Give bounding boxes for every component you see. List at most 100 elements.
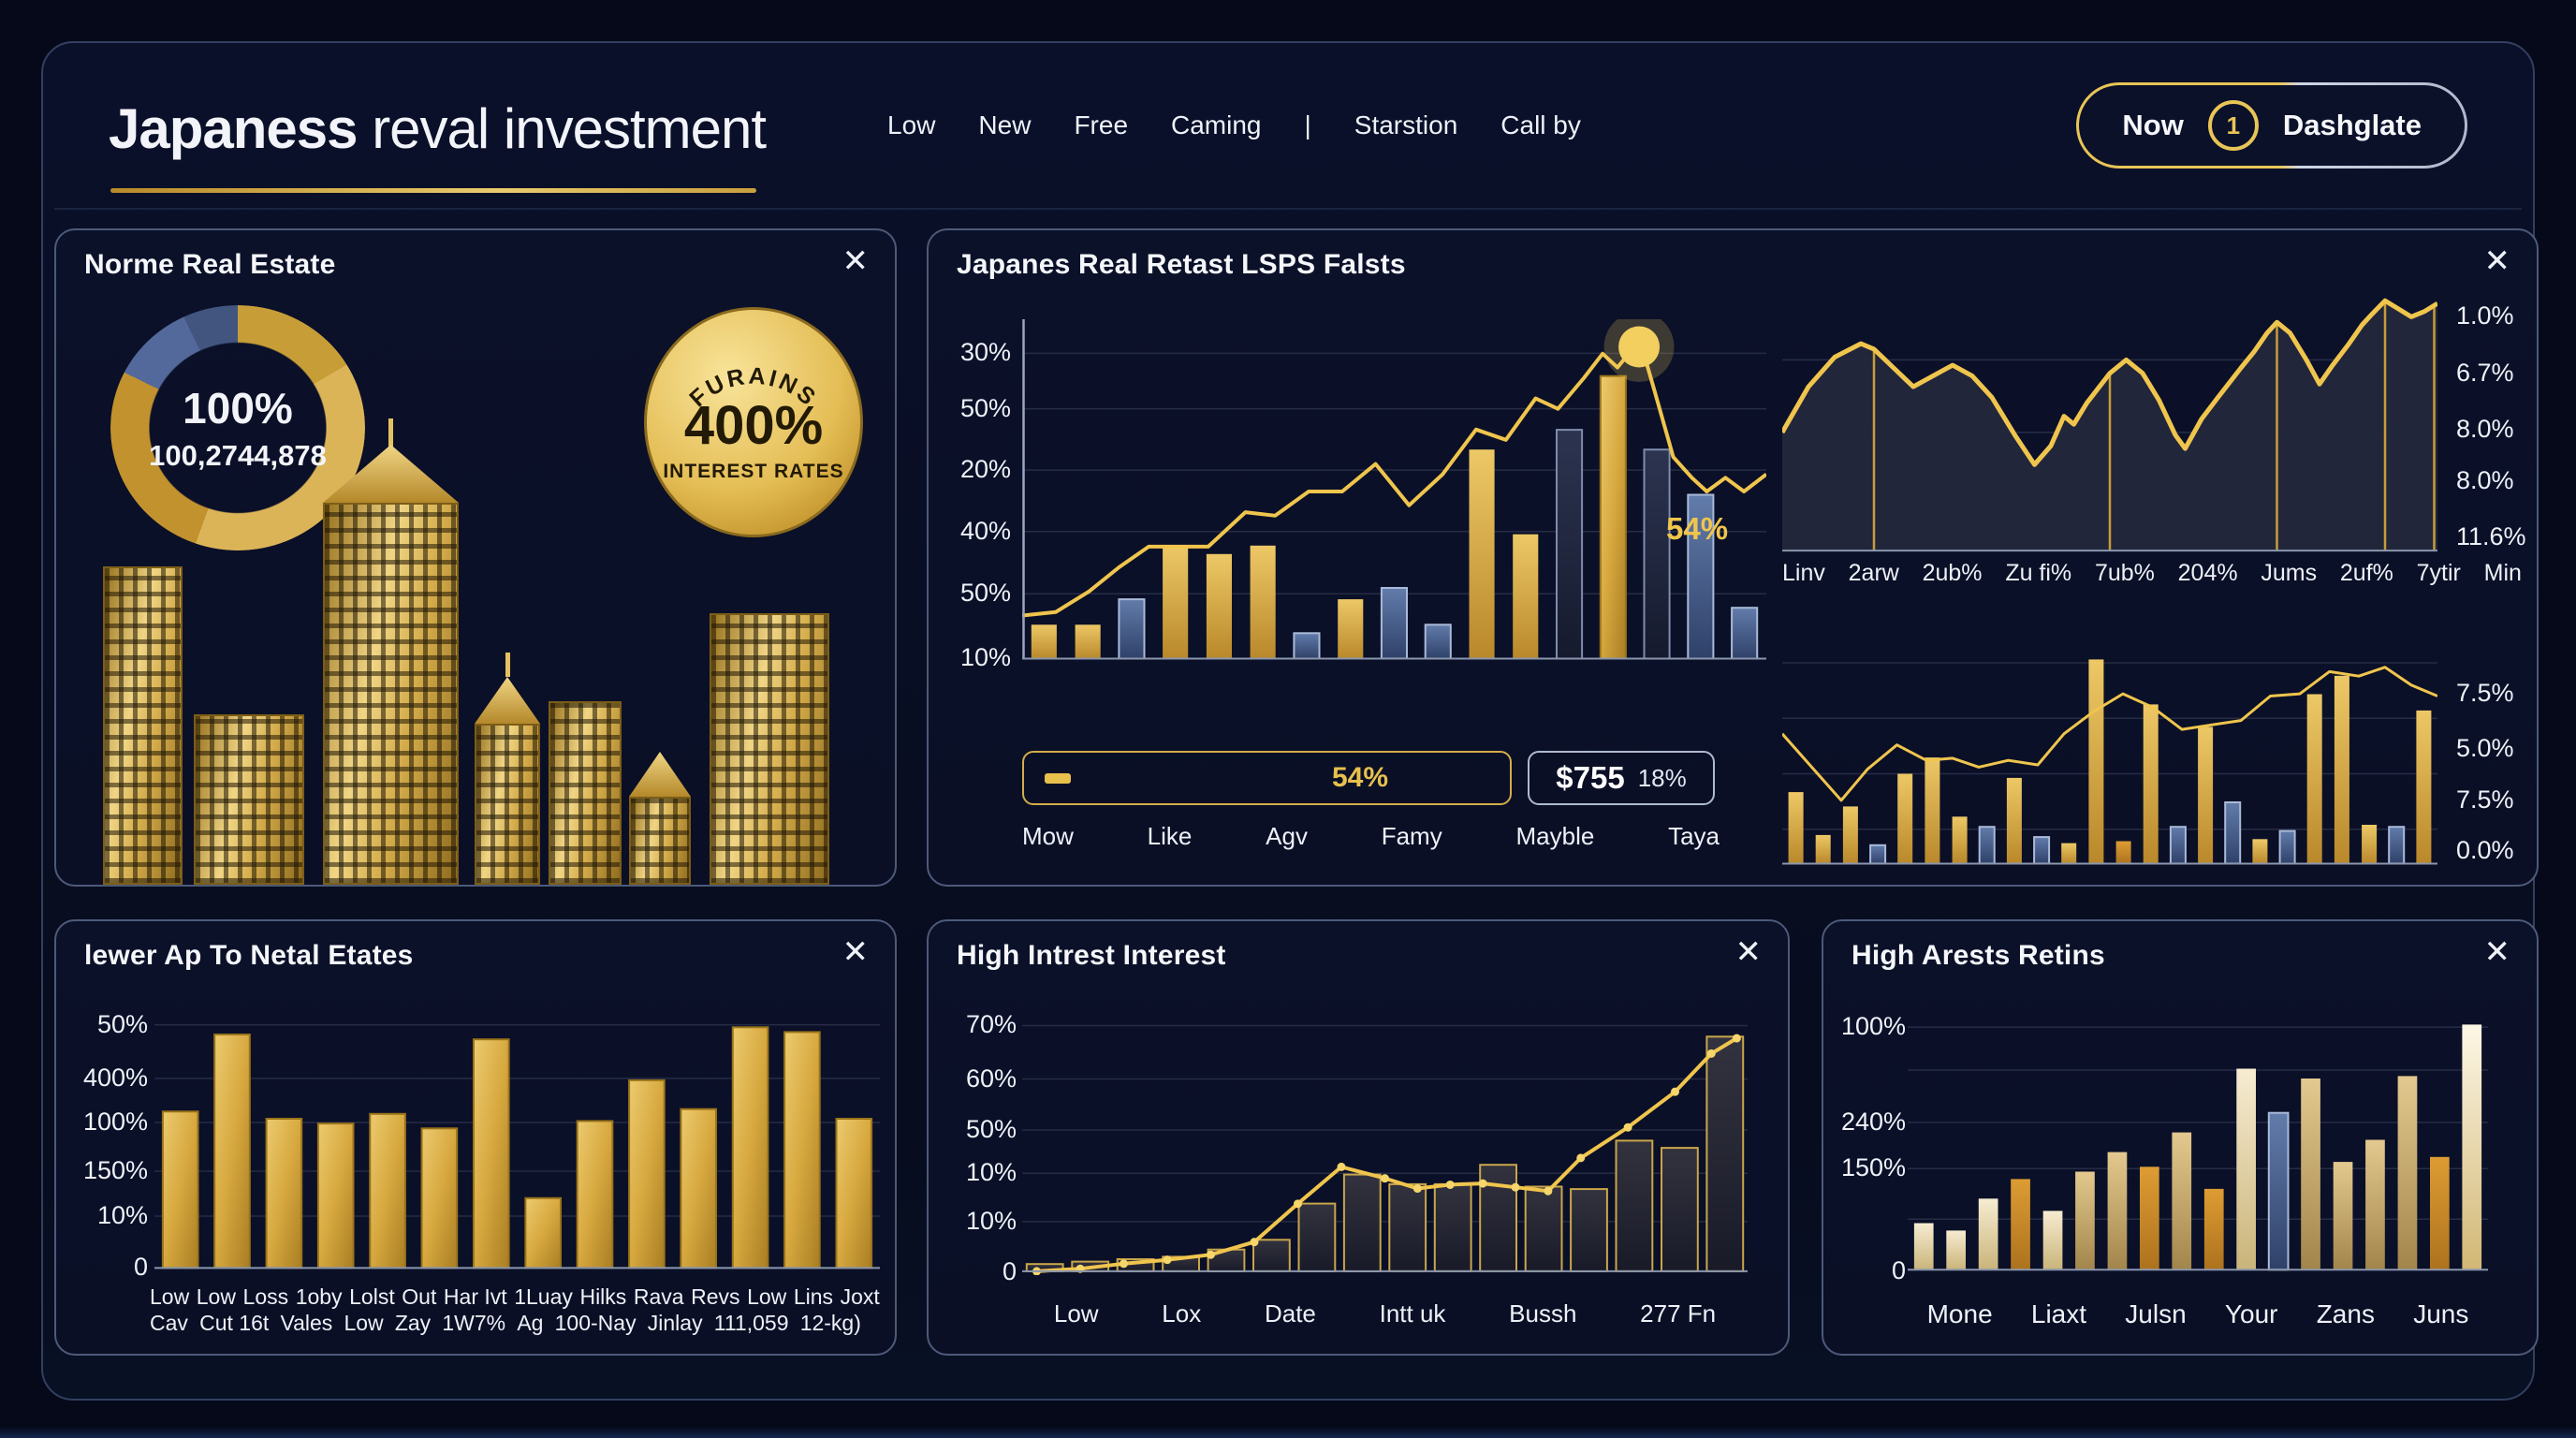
header: Japaness reval investment Low New Free Cami… bbox=[54, 43, 2522, 210]
nav-item[interactable]: Low bbox=[887, 110, 936, 139]
x-tick-label: 2ub% bbox=[1922, 560, 1983, 586]
nav-item[interactable]: Caming bbox=[1171, 110, 1262, 139]
nav-item[interactable]: Starstion bbox=[1354, 110, 1458, 139]
x-tick-label: Joxt bbox=[840, 1284, 880, 1309]
x-tick-label: Mone bbox=[1926, 1299, 1993, 1328]
price-change: 18% bbox=[1637, 763, 1687, 792]
tick-label: 8.0% bbox=[2456, 465, 2514, 494]
x-tick-label: 277 Fn bbox=[1640, 1299, 1717, 1328]
tick-label: 20% bbox=[959, 455, 1011, 484]
chart-x-axis: Low Lox Date Intt uk Bussh 277 Fn bbox=[1022, 1299, 1748, 1328]
x-tick-label: Har Ivt bbox=[443, 1284, 507, 1309]
x-tick-label: Mow bbox=[1022, 822, 1074, 850]
x-tick-label: 111,059 bbox=[713, 1311, 789, 1335]
returns-bar-chart bbox=[1908, 1020, 2488, 1272]
x-tick-label: Liaxt bbox=[2030, 1299, 2087, 1328]
x-tick-label: Lins bbox=[793, 1284, 834, 1309]
chart-y-axis: 70% 60% 50% 10% 10% 0 bbox=[942, 1010, 1017, 1285]
donut-chart bbox=[110, 305, 365, 550]
tick-label: 0 bbox=[1891, 1255, 1906, 1284]
tick-label: 11.6% bbox=[2456, 521, 2526, 550]
tick-label: 0 bbox=[133, 1253, 148, 1282]
close-icon[interactable]: ✕ bbox=[2483, 243, 2511, 279]
building bbox=[629, 797, 691, 885]
x-tick-label: Linv bbox=[1782, 560, 1825, 586]
left-chart-x-axis: Mow Like Agv Famy Mayble Taya bbox=[1022, 822, 1720, 851]
x-tick-label: Julsn bbox=[2125, 1299, 2187, 1328]
building bbox=[475, 724, 540, 885]
dashboard-toggle-button[interactable]: Now 1 Dashglate bbox=[2076, 82, 2467, 169]
x-tick-label: Low bbox=[196, 1284, 236, 1309]
x-tick-label: Lox bbox=[1162, 1299, 1202, 1328]
card-title: lewer Ap To Netal Etates bbox=[84, 940, 414, 971]
building bbox=[323, 503, 459, 885]
x-tick-label: Lolst bbox=[349, 1284, 395, 1309]
x-tick-label: Low bbox=[344, 1311, 384, 1335]
x-tick-label: 12-kg) bbox=[799, 1311, 861, 1335]
building-roof bbox=[475, 677, 540, 724]
market-area-chart bbox=[1782, 285, 2437, 553]
main-nav: Low New Free Caming | Starstion Call by bbox=[887, 110, 1581, 140]
dashboard-panel: Japaness reval investment Low New Free Cami… bbox=[41, 41, 2539, 1401]
building-roof bbox=[629, 752, 691, 797]
x-tick-label: Revs bbox=[691, 1284, 740, 1309]
donut-value: 100,2744,878 bbox=[149, 439, 327, 472]
x-tick-label: Bussh bbox=[1509, 1299, 1577, 1328]
x-tick-label: 2uf% bbox=[2339, 560, 2393, 586]
nav-item[interactable]: Call by bbox=[1500, 110, 1581, 139]
range-handle-icon bbox=[1045, 772, 1071, 784]
x-tick-label: Juns bbox=[2413, 1299, 2469, 1328]
building bbox=[549, 701, 622, 885]
svg-text:FURAINS: FURAINS bbox=[684, 363, 822, 413]
x-tick-label: Like bbox=[1147, 822, 1193, 850]
tick-label: 0.0% bbox=[2456, 836, 2514, 865]
close-icon[interactable]: ✕ bbox=[842, 243, 870, 279]
close-icon[interactable]: ✕ bbox=[1734, 934, 1763, 970]
tick-label: 60% bbox=[965, 1064, 1017, 1093]
x-tick-label: Zans bbox=[2316, 1299, 2375, 1328]
badge-arc: FURAINS bbox=[684, 363, 822, 413]
x-tick-label: Agv bbox=[1266, 822, 1308, 850]
chart-x-axis: Mone Liaxt Julsn Your Zans Juns bbox=[1908, 1299, 2488, 1329]
x-tick-label: Cut 16t bbox=[199, 1311, 270, 1335]
toggle-right-label: Dashglate bbox=[2282, 109, 2422, 141]
tick-label: 7.5% bbox=[2456, 785, 2514, 814]
tick-label: 50% bbox=[96, 1009, 148, 1038]
x-tick-label: Jums bbox=[2261, 560, 2318, 586]
card-title: Norme Real Estate bbox=[84, 249, 336, 280]
rental-bar-chart bbox=[154, 1022, 880, 1270]
x-tick-label: 2arw bbox=[1848, 560, 1899, 586]
tick-label: 40% bbox=[959, 516, 1011, 545]
mini-chart-y-axis: 7.5% 5.0% 7.5% 0.0% bbox=[2456, 645, 2535, 867]
area-chart-x-axis: Linv 2arw 2ub% Zu fi% 7ub% 204% Jums 2uf% 7ytir M… bbox=[1782, 560, 2522, 587]
x-tick-label: Mayble bbox=[1515, 822, 1595, 850]
range-selector[interactable]: 54% bbox=[1022, 751, 1512, 805]
tick-label: 150% bbox=[82, 1156, 148, 1184]
tick-label: 50% bbox=[959, 579, 1011, 608]
market-bar-line-chart bbox=[1022, 319, 1766, 664]
price-indicator[interactable]: $755 18% bbox=[1528, 751, 1715, 805]
nav-item[interactable]: | bbox=[1304, 110, 1311, 139]
tick-label: 30% bbox=[959, 338, 1011, 367]
card-high-returns: High Arests Retins ✕ 100% 240% 150% 0 Mone L… bbox=[1822, 919, 2539, 1356]
tick-label: 6.7% bbox=[2456, 358, 2514, 387]
nav-item[interactable]: New bbox=[978, 110, 1032, 139]
x-tick-label: Famy bbox=[1381, 822, 1442, 850]
x-tick-label: Rava bbox=[633, 1284, 684, 1309]
line-annotation: 54% bbox=[1666, 511, 1729, 546]
page-title: Japaness reval investment bbox=[109, 96, 767, 160]
close-icon[interactable]: ✕ bbox=[842, 934, 870, 970]
building bbox=[194, 714, 304, 885]
nav-item[interactable]: Free bbox=[1074, 110, 1129, 139]
tick-label: 10% bbox=[965, 1206, 1017, 1235]
x-tick-label: Ag bbox=[517, 1311, 544, 1335]
range-value: 54% bbox=[1331, 762, 1388, 793]
x-tick-label: 7ub% bbox=[2094, 560, 2155, 586]
close-icon[interactable]: ✕ bbox=[2483, 934, 2511, 970]
tick-label: 10% bbox=[96, 1200, 148, 1229]
card-title: Japanes Real Retast LSPS Falsts bbox=[957, 249, 1406, 280]
x-tick-label: Vales bbox=[280, 1311, 333, 1335]
tick-label: 100% bbox=[82, 1108, 148, 1137]
interest-rate-badge: FURAINS 400% INTEREST RATES bbox=[644, 307, 863, 537]
tick-label: 8.0% bbox=[2456, 414, 2514, 443]
